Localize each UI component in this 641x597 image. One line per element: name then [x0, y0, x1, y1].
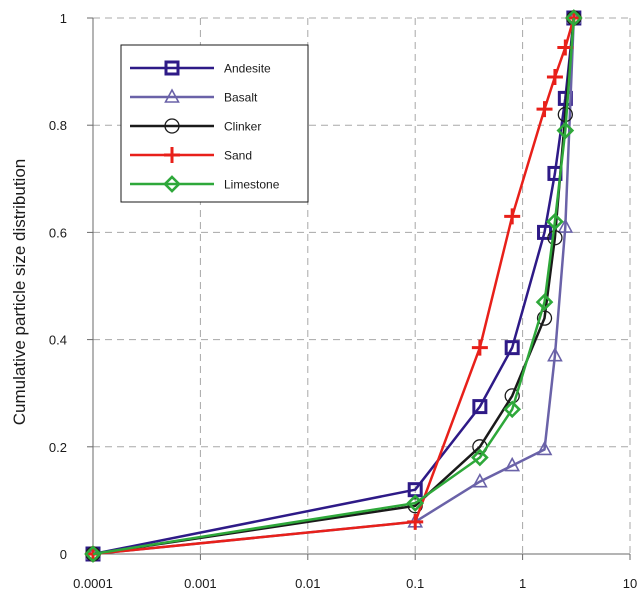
- limestone-point: [84, 545, 102, 563]
- basalt-point: [504, 456, 521, 472]
- y-axis-label: Cumulative particle size distribution: [10, 159, 29, 425]
- legend-box: [120, 44, 309, 203]
- limestone-point: [406, 494, 425, 512]
- legend-label-sand: Sand: [224, 149, 252, 163]
- sand-point: [407, 513, 424, 530]
- y-tick-label: 0: [60, 547, 67, 562]
- limestone-point: [471, 448, 489, 467]
- legend-label-basalt: Basalt: [224, 91, 258, 105]
- legend-label-limestone: Limestone: [224, 178, 280, 192]
- andesite-point: [472, 399, 488, 415]
- legend-marker-limestone: [163, 175, 181, 193]
- x-tick-label: 0.0001: [73, 576, 113, 591]
- basalt-point: [536, 440, 553, 456]
- x-tick-label: 0.1: [406, 576, 424, 591]
- x-tick-label: 0.001: [184, 576, 217, 591]
- series-layer: [84, 9, 583, 563]
- legend-item-andesite: Andesite: [130, 60, 271, 76]
- basalt-point: [547, 347, 563, 362]
- sand-point: [471, 339, 488, 356]
- sand-point: [546, 68, 563, 85]
- sand-point: [504, 208, 521, 225]
- x-tick-label: 10: [623, 576, 637, 591]
- sand-line: [92, 17, 576, 556]
- legend-item-clinker: Clinker: [130, 118, 261, 134]
- legend-item-sand: Sand: [130, 147, 252, 163]
- y-tick-label: 1: [60, 11, 67, 26]
- sand-point: [536, 101, 553, 118]
- andesite-point: [504, 340, 520, 356]
- y-tick-label: 0.6: [49, 225, 67, 240]
- series-limestone: [84, 9, 583, 563]
- basalt-line: [92, 17, 576, 556]
- andesite-line: [92, 17, 576, 556]
- limestone-point: [546, 212, 564, 231]
- limestone-point: [556, 121, 575, 140]
- legend-label-andesite: Andesite: [224, 62, 271, 76]
- axes: 0.0001 0.001 0.01 0.1 1 10 0 0.2 0.4 0.6 0.8 1: [49, 11, 637, 591]
- x-tick-label: 0.01: [295, 576, 320, 591]
- limestone-line: [92, 17, 576, 556]
- x-tick-label: 1: [519, 576, 526, 591]
- legend-label-clinker: Clinker: [224, 120, 261, 134]
- legend-marker-andesite: [164, 60, 180, 76]
- clinker-point: [536, 310, 553, 326]
- limestone-point: [503, 400, 522, 419]
- legend-marker-basalt: [164, 88, 180, 103]
- legend-item-limestone: Limestone: [130, 175, 280, 193]
- y-tick-label: 0.2: [49, 440, 67, 455]
- legend-marker-sand: [164, 147, 180, 163]
- limestone-point: [565, 9, 583, 27]
- basalt-point: [557, 218, 574, 233]
- limestone-point: [535, 293, 554, 311]
- legend: Andesite Basalt Clinker Sand Limestone: [120, 44, 309, 203]
- legend-item-basalt: Basalt: [130, 88, 258, 105]
- basalt-point: [472, 472, 488, 488]
- legend-marker-clinker: [164, 118, 180, 134]
- y-tick-label: 0.4: [49, 333, 67, 348]
- y-tick-label: 0.8: [49, 118, 67, 133]
